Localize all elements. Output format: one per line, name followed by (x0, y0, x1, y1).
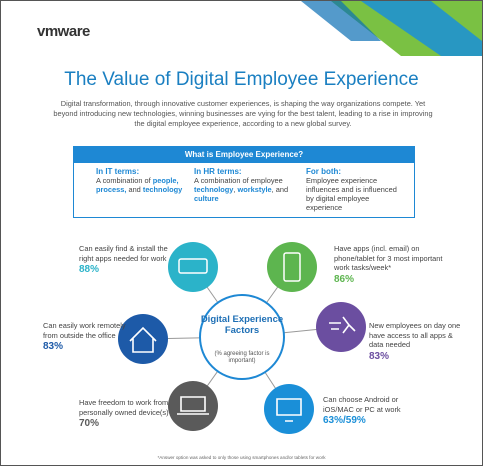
text: A combination of (96, 176, 153, 185)
factor: Can easily work remotely from outside th… (43, 321, 135, 352)
text: A combination of employee (194, 176, 283, 185)
factor-value: 63%/59% (323, 415, 366, 426)
emphasis: culture (194, 194, 219, 203)
factor-value: 83% (43, 341, 64, 352)
text: , and (271, 185, 289, 194)
factor-text: New employees on day one have access to … (369, 321, 461, 349)
column: For both: Employee experience influences … (306, 167, 406, 212)
icon (276, 398, 302, 422)
factor-text: Have apps (incl. email) on phone/tablet … (334, 244, 443, 272)
definition-box: What is Employee Experience? In IT terms… (73, 146, 415, 218)
icon-circle (264, 384, 314, 434)
factor-text: Can choose Android or iOS/MAC or PC at w… (323, 395, 401, 414)
column-text: A combination of employee technology, wo… (194, 176, 294, 203)
column-text: A combination of people, process, and te… (96, 176, 196, 194)
factor-text: Can easily work remotely from outside th… (43, 321, 126, 340)
factor-text: Have freedom to work from personally own… (79, 398, 169, 417)
factor: Have apps (incl. email) on phone/tablet … (334, 244, 446, 285)
factor-value: 86% (334, 273, 355, 285)
emphasis: technology (142, 185, 183, 194)
icon (329, 316, 356, 334)
center-subtitle: (% agreeing factor is important) (214, 351, 270, 364)
column-title: In IT terms: (96, 167, 140, 176)
box-heading: What is Employee Experience? (74, 147, 414, 163)
factor: Can easily find & install the right apps… (79, 244, 179, 275)
factor: New employees on day one have access to … (369, 321, 469, 362)
text: , (233, 185, 238, 194)
column-title: In HR terms: (194, 167, 242, 176)
column-text: Employee experience influences and is in… (306, 176, 406, 212)
text: Employee experience influences and is in… (306, 176, 397, 212)
factor-value: 70% (79, 418, 100, 429)
intro: Digital transformation, through innovati… (53, 99, 433, 128)
factor-value: 83% (369, 350, 390, 362)
center-title: Digital Experience Factors (200, 314, 284, 336)
title: The Value of Digital Employee Experience (64, 69, 419, 90)
icon-circle (118, 314, 168, 364)
emphasis: workstyle (237, 185, 272, 194)
factor-value: 88% (79, 264, 100, 275)
icon (177, 396, 209, 415)
column: In IT terms: A combination of people, pro… (96, 167, 196, 194)
emphasis: technology (194, 185, 234, 194)
decor (301, 1, 381, 41)
decor (361, 1, 482, 56)
emphasis: people, process, (96, 176, 179, 194)
icon-circle (267, 242, 317, 292)
center-circle (199, 294, 285, 380)
icon (283, 252, 301, 282)
icon (178, 258, 208, 274)
logo: vmware (37, 23, 90, 40)
icon-circle (168, 242, 218, 292)
column-title: For both: (306, 167, 342, 176)
factor: Have freedom to work from personally own… (79, 398, 171, 429)
factor-text: Can easily find & install the right apps… (79, 244, 168, 263)
icon-circle (316, 302, 366, 352)
icon (129, 326, 157, 353)
column: In HR terms: A combination of employee te… (194, 167, 294, 203)
text: and (126, 185, 143, 194)
footnote: *Answer option was asked to only those u… (157, 455, 326, 460)
icon-circle (168, 381, 218, 431)
factor: Can choose Android or iOS/MAC or PC at w… (323, 395, 413, 426)
